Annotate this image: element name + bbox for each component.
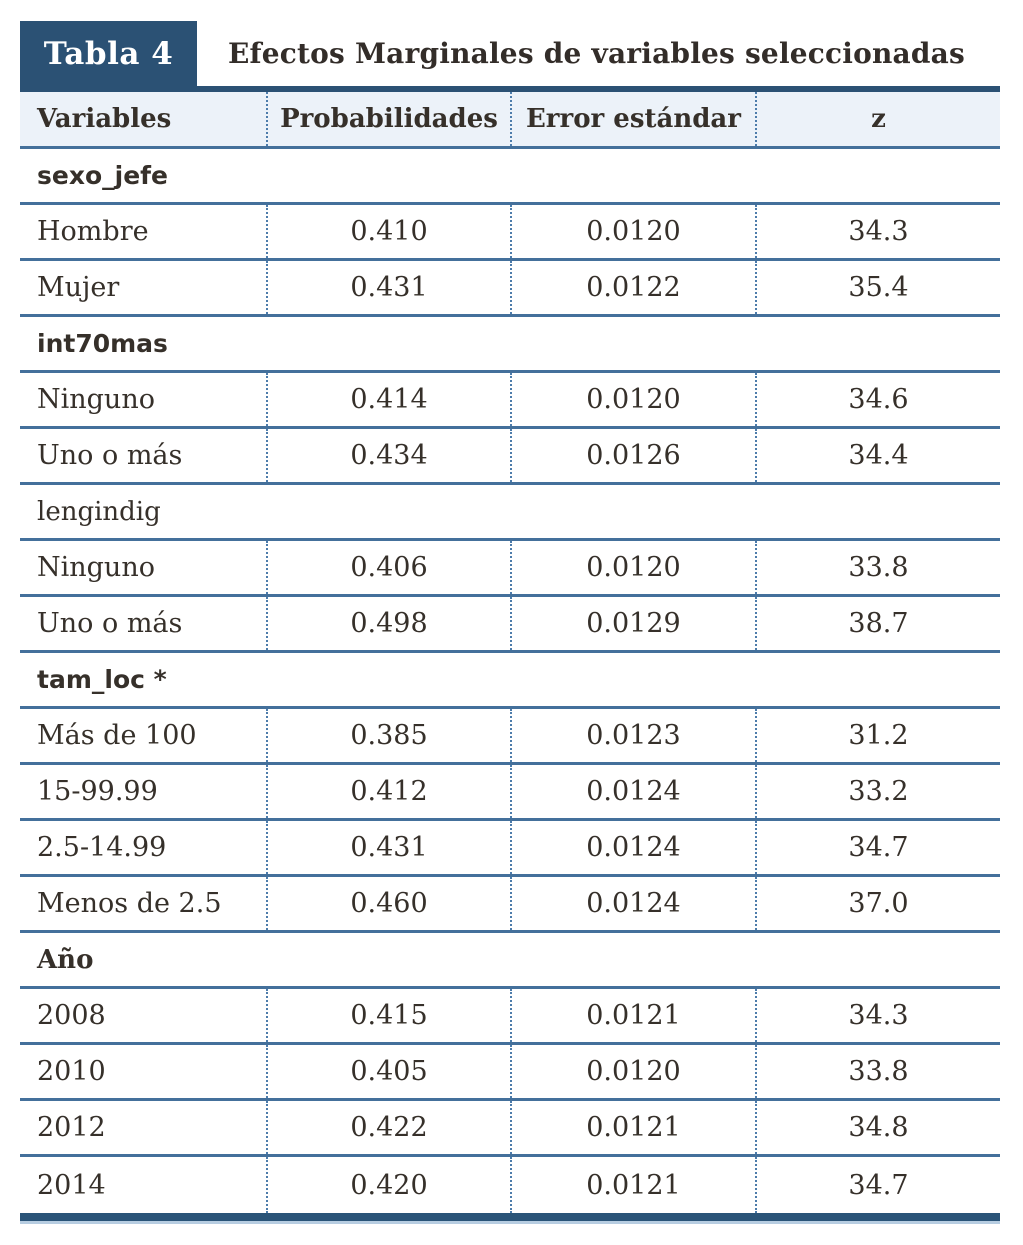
- row-label: Uno o más: [37, 608, 183, 639]
- table-row: 15-99.99 0.412 0.0124 33.2: [20, 765, 1000, 821]
- probabilidad-value: 0.415: [265, 989, 510, 1042]
- error-estandar-value: 0.0122: [509, 261, 755, 314]
- probabilidad-value: 0.420: [265, 1157, 510, 1213]
- z-value: 34.3: [754, 989, 1000, 1042]
- table-figure: Tabla 4 Efectos Marginales de variables …: [20, 21, 1000, 1224]
- probabilidad-value: 0.385: [265, 709, 510, 762]
- table-row: 2.5-14.99 0.431 0.0124 34.7: [20, 821, 1000, 877]
- row-label: Uno o más: [37, 440, 183, 471]
- z-value: 34.3: [754, 205, 1000, 258]
- error-estandar-value: 0.0120: [509, 541, 755, 594]
- section-label: int70mas: [37, 329, 168, 358]
- section-header-row: sexo_jefe: [20, 149, 1000, 205]
- z-value: 34.7: [754, 821, 1000, 874]
- row-label: 15-99.99: [37, 776, 158, 807]
- error-estandar-value: 0.0129: [509, 597, 755, 650]
- column-header-z: z: [754, 92, 1000, 146]
- header-top-rule: [20, 86, 1000, 92]
- error-estandar-value: 0.0121: [509, 1157, 755, 1213]
- error-estandar-value: 0.0120: [509, 1045, 755, 1098]
- z-value: 33.8: [754, 541, 1000, 594]
- z-value: 34.7: [754, 1157, 1000, 1213]
- z-value: 34.6: [754, 373, 1000, 426]
- table-body: sexo_jefe Hombre 0.410 0.0120 34.3 Mujer 0.431…: [20, 149, 1000, 1213]
- z-value: 34.4: [754, 429, 1000, 482]
- probabilidad-value: 0.412: [265, 765, 510, 818]
- section-label: lengindig: [37, 496, 161, 527]
- error-estandar-value: 0.0120: [509, 373, 755, 426]
- probabilidad-value: 0.422: [265, 1101, 510, 1154]
- row-label: 2012: [37, 1112, 106, 1143]
- section-label: Año: [37, 944, 94, 975]
- row-label: Hombre: [37, 216, 149, 247]
- probabilidad-value: 0.406: [265, 541, 510, 594]
- z-value: 33.2: [754, 765, 1000, 818]
- table-row: Ninguno 0.406 0.0120 33.8: [20, 541, 1000, 597]
- section-label: tam_loc *: [37, 665, 167, 694]
- table-row: 2008 0.415 0.0121 34.3: [20, 989, 1000, 1045]
- section-header-row: tam_loc *: [20, 653, 1000, 709]
- error-estandar-value: 0.0124: [509, 877, 755, 930]
- title-band: Tabla 4 Efectos Marginales de variables …: [20, 21, 1000, 86]
- z-value: 37.0: [754, 877, 1000, 930]
- table-row: 2012 0.422 0.0121 34.8: [20, 1101, 1000, 1157]
- probabilidad-value: 0.405: [265, 1045, 510, 1098]
- row-label: 2008: [37, 1000, 106, 1031]
- table-bottom-rule: [20, 1213, 1000, 1221]
- error-estandar-value: 0.0120: [509, 205, 755, 258]
- table-row: Uno o más 0.498 0.0129 38.7: [20, 597, 1000, 653]
- table-row: Hombre 0.410 0.0120 34.3: [20, 205, 1000, 261]
- row-label: 2014: [37, 1169, 106, 1201]
- probabilidad-value: 0.410: [265, 205, 510, 258]
- error-estandar-value: 0.0124: [509, 821, 755, 874]
- probabilidad-value: 0.460: [265, 877, 510, 930]
- section-header-row: lengindig: [20, 485, 1000, 541]
- error-estandar-value: 0.0121: [509, 989, 755, 1042]
- column-header-error-estandar: Error estándar: [509, 92, 755, 146]
- z-value: 34.8: [754, 1101, 1000, 1154]
- probabilidad-value: 0.498: [265, 597, 510, 650]
- z-value: 38.7: [754, 597, 1000, 650]
- probabilidad-value: 0.414: [265, 373, 510, 426]
- table-row: 2014 0.420 0.0121 34.7: [20, 1157, 1000, 1213]
- table-row: Uno o más 0.434 0.0126 34.4: [20, 429, 1000, 485]
- table-row: Menos de 2.5 0.460 0.0124 37.0: [20, 877, 1000, 933]
- column-header-row: Variables Probabilidades Error estándar …: [20, 92, 1000, 149]
- error-estandar-value: 0.0123: [509, 709, 755, 762]
- table-bottom-accent: [20, 1221, 1000, 1224]
- probabilidad-value: 0.434: [265, 429, 510, 482]
- row-label: 2010: [37, 1056, 106, 1087]
- row-label: Ninguno: [37, 384, 155, 415]
- table-row: 2010 0.405 0.0120 33.8: [20, 1045, 1000, 1101]
- table-row: Mujer 0.431 0.0122 35.4: [20, 261, 1000, 317]
- table-row: Ninguno 0.414 0.0120 34.6: [20, 373, 1000, 429]
- section-label: sexo_jefe: [37, 161, 168, 190]
- z-value: 35.4: [754, 261, 1000, 314]
- column-header-probabilidades: Probabilidades: [265, 92, 510, 146]
- row-label: Ninguno: [37, 552, 155, 583]
- table-badge: Tabla 4: [20, 21, 197, 86]
- row-label: Mujer: [37, 272, 120, 303]
- z-value: 33.8: [754, 1045, 1000, 1098]
- section-header-row: int70mas: [20, 317, 1000, 373]
- probabilidad-value: 0.431: [265, 261, 510, 314]
- section-header-row: Año: [20, 933, 1000, 989]
- error-estandar-value: 0.0124: [509, 765, 755, 818]
- row-label: 2.5-14.99: [37, 832, 167, 863]
- probabilidad-value: 0.431: [265, 821, 510, 874]
- row-label: Más de 100: [37, 720, 197, 751]
- row-label: Menos de 2.5: [37, 888, 222, 919]
- error-estandar-value: 0.0121: [509, 1101, 755, 1154]
- table-title: Efectos Marginales de variables seleccio…: [228, 37, 965, 70]
- table-row: Más de 100 0.385 0.0123 31.2: [20, 709, 1000, 765]
- z-value: 31.2: [754, 709, 1000, 762]
- error-estandar-value: 0.0126: [509, 429, 755, 482]
- column-header-variables: Variables: [37, 104, 172, 134]
